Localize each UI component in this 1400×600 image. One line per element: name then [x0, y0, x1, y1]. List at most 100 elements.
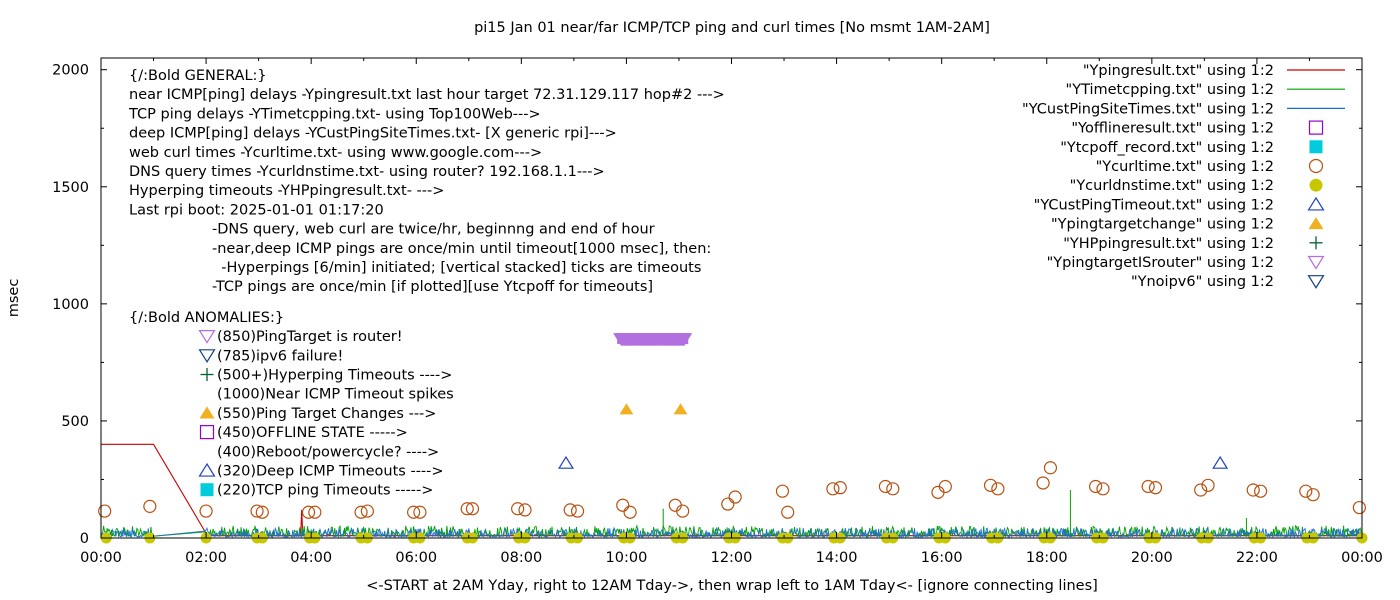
series-3	[98, 461, 1366, 519]
annotation-general-line: near ICMP[ping] delays -Ypingresult.txt …	[129, 87, 725, 103]
data-point	[255, 505, 269, 519]
series-5	[558, 455, 1229, 469]
data-point	[1036, 476, 1050, 490]
anomaly-line: (450)OFFLINE STATE ----->	[217, 425, 408, 441]
annotation-note-line: -DNS query, web curl are twice/hr, begin…	[212, 222, 655, 238]
data-point	[938, 479, 952, 494]
legend-key	[1307, 255, 1325, 270]
anomaly-marker	[199, 406, 215, 419]
anomaly-line: (320)Deep ICMP Timeouts ---->	[217, 464, 444, 480]
data-point	[878, 479, 893, 494]
data-point	[1089, 479, 1103, 494]
data-point	[1141, 479, 1155, 494]
annotation-note-line: -near,deep ICMP pings are once/min until…	[212, 241, 711, 257]
legend-key	[1307, 196, 1325, 211]
legend-label: "Ycurldnstime.txt" using 1:2	[1070, 178, 1274, 194]
y-tick-label: 500	[61, 414, 89, 430]
data-point	[983, 478, 998, 492]
chart-title: pi15 Jan 01 near/far ICMP/TCP ping and c…	[474, 20, 990, 36]
y-tick-label: 1000	[52, 297, 89, 313]
x-tick-label: 04:00	[290, 550, 332, 566]
data-point	[1148, 481, 1163, 495]
annotation-general-line: TCP ping delays -YTimetcpping.txt- using…	[128, 106, 541, 122]
anomaly-marker	[200, 483, 214, 497]
annotation-general-line: {/:Bold GENERAL:}	[129, 68, 267, 84]
anomaly-line: (500+)Hyperping Timeouts ---->	[217, 368, 452, 384]
data-point	[570, 504, 585, 518]
annotation-note-line: -TCP pings are once/min [if plotted][use…	[212, 279, 653, 295]
data-point	[1043, 461, 1058, 475]
data-point	[833, 481, 847, 495]
data-point	[1194, 483, 1208, 497]
legend-label: "YHPpingresult.txt" using 1:2	[1063, 236, 1274, 252]
anomaly-marker	[200, 368, 214, 382]
axes: 00:00 02:00 04:00 06:00 08:00 10:00 12:00 14:00…	[52, 57, 1383, 566]
x-tick-label: 10:00	[606, 550, 648, 566]
legend-label: "YCustPingSiteTimes.txt" using 1:2	[1022, 101, 1274, 117]
annotations: {/:Bold GENERAL:} near ICMP[ping] delays …	[128, 68, 725, 499]
data-point	[98, 504, 112, 518]
legend-label: "Ynoipv6" using 1:2	[1131, 274, 1274, 290]
data-point	[1299, 484, 1313, 498]
legend: "Ypingresult.txt" using 1:2 "YTimetcpping…	[1022, 63, 1345, 290]
data-point	[826, 482, 840, 496]
x-axis-label: <-START at 2AM Yday, right to 12AM Tday-…	[366, 578, 1098, 594]
data-point	[465, 502, 480, 516]
legend-label: "Yofflineresult.txt" using 1:2	[1071, 121, 1274, 137]
y-tick-label: 0	[80, 531, 89, 547]
data-point	[1306, 488, 1320, 502]
legend-key	[1309, 236, 1323, 250]
legend-label: "Ytcpoff_record.txt" using 1:2	[1060, 140, 1274, 156]
data-point	[1212, 455, 1229, 469]
data-point	[616, 498, 630, 512]
data-point	[1096, 482, 1110, 496]
data-point	[886, 482, 900, 496]
data-point	[623, 505, 637, 519]
data-point	[511, 502, 525, 516]
legend-label: "Ycurltime.txt" using 1:2	[1096, 159, 1274, 175]
data-point	[728, 490, 742, 504]
data-point	[668, 498, 682, 512]
data-point	[360, 504, 374, 518]
legend-key	[1308, 158, 1324, 174]
x-tick-label: 06:00	[395, 550, 437, 566]
data-point	[308, 505, 322, 519]
data-point	[781, 505, 795, 519]
data-point	[1201, 478, 1215, 492]
legend-label: "YpingtargetISrouter" using 1:2	[1047, 255, 1274, 271]
data-point	[518, 503, 532, 517]
x-tick-label: 18:00	[1026, 550, 1068, 566]
anomaly-marker	[198, 329, 216, 344]
x-tick-label: 02:00	[185, 550, 227, 566]
anomaly-line: (785)ipv6 failure!	[217, 348, 343, 364]
data-point	[143, 499, 157, 513]
series-6	[619, 403, 688, 415]
annotation-general-line: DNS query times -Ycurldnstime.txt- using…	[129, 164, 605, 180]
data-point	[1253, 484, 1268, 498]
data-point	[413, 505, 427, 519]
anomaly-marker	[198, 349, 216, 363]
anomaly-marker	[199, 425, 215, 440]
x-tick-label: 00:00	[80, 550, 122, 566]
data-point	[673, 403, 688, 415]
data-point	[721, 497, 735, 511]
data-point	[676, 504, 690, 518]
data-point	[460, 502, 474, 516]
anomaly-line: (400)Reboot/powercycle? ---->	[217, 444, 439, 460]
y-tick-label: 2000	[52, 63, 89, 79]
series-7	[613, 333, 693, 347]
legend-label: "Ypingresult.txt" using 1:2	[1083, 63, 1274, 79]
x-tick-label: 08:00	[500, 550, 542, 566]
x-tick-label: 22:00	[1236, 550, 1278, 566]
data-point	[1246, 483, 1260, 497]
annotation-general-line: deep ICMP[ping] delays -YCustPingSiteTim…	[129, 126, 617, 142]
data-point	[1352, 500, 1366, 515]
data-point-band	[617, 333, 689, 344]
x-tick-label: 16:00	[921, 550, 963, 566]
legend-key	[1309, 178, 1323, 192]
data-point	[199, 504, 213, 518]
data-point	[301, 505, 316, 519]
annotation-general-line: web curl times -Ycurltime.txt- using www…	[129, 145, 542, 161]
legend-label: "YCustPingTimeout.txt" using 1:2	[1034, 197, 1274, 213]
